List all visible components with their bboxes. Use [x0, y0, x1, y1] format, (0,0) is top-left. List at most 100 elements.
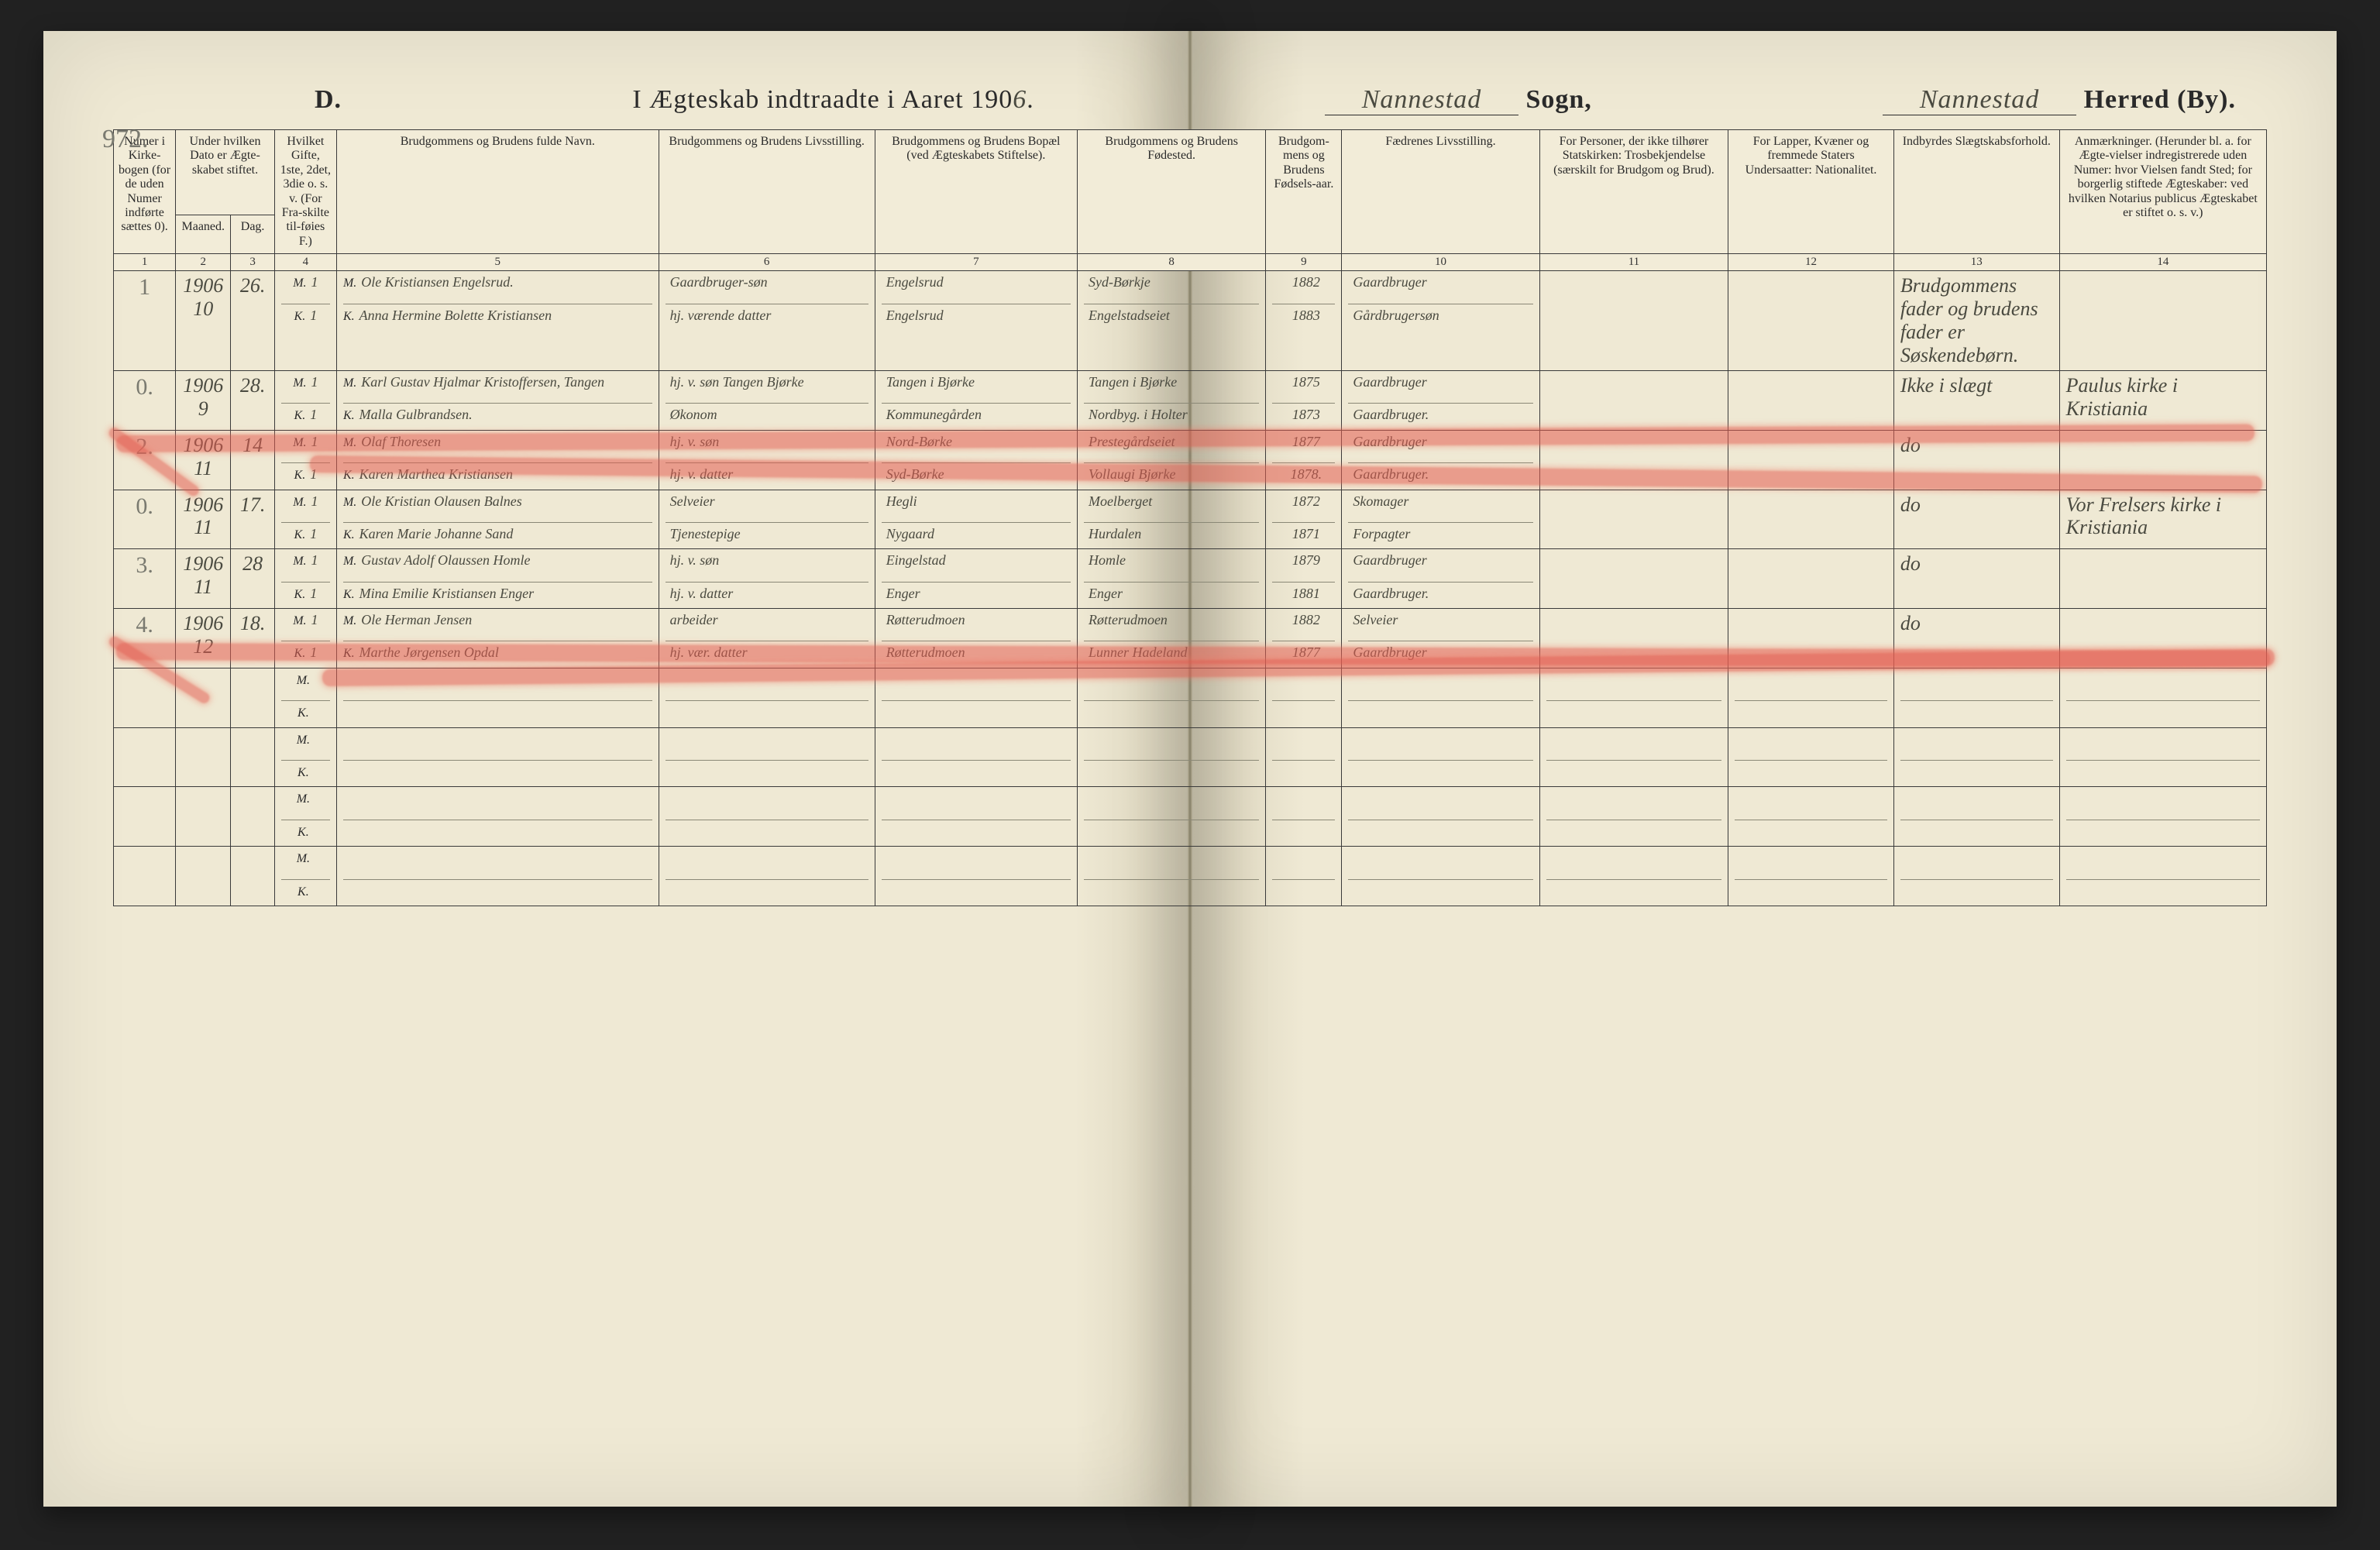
month: 12	[193, 635, 213, 658]
entry-line	[1900, 790, 2053, 820]
table-head: Numer i Kirke-bogen (for de uden Numer i…	[114, 130, 2267, 271]
col-empty	[1077, 787, 1265, 847]
col-fodeaar: 18721871	[1266, 490, 1342, 549]
entry-line	[1735, 883, 1887, 899]
col-empty	[2059, 847, 2266, 906]
col-day	[231, 847, 274, 906]
col-livsstilling: hj. v. sønhj. v. datter	[659, 430, 875, 490]
entry-line: M.	[281, 790, 330, 820]
entry-line: K.Mina Emilie Kristiansen Enger	[343, 586, 652, 602]
mk-tag: M.	[343, 496, 356, 509]
entry-line: Gaardbruger.	[1348, 466, 1532, 483]
entry-line: K.1	[281, 466, 330, 483]
entry-line: Hegli	[882, 493, 1071, 523]
col-gifte: M.1K.1	[274, 490, 336, 549]
heading-year-digit: 6	[1013, 85, 1027, 114]
col-faedre: GaardbrugerGaardbruger.	[1342, 430, 1539, 490]
col-fodested: Syd-BørkjeEngelstadseiet	[1077, 271, 1265, 371]
col-slagt: do	[1893, 549, 2059, 609]
entry-line: Moelberget	[1084, 493, 1259, 523]
col-7-header: Brudgommens og Brudens Fødested.	[1077, 130, 1265, 254]
entry-line	[343, 764, 652, 780]
col-entry-no	[114, 668, 176, 727]
entry-line: Tangen i Bjørke	[882, 374, 1071, 404]
mk-tag: K.	[294, 409, 306, 422]
col-empty	[875, 668, 1077, 727]
col-empty	[1539, 727, 1728, 787]
col-3-header: Hvilket Gifte, 1ste, 2det, 3die o. s. v.…	[274, 130, 336, 254]
entry-line	[1348, 823, 1532, 840]
col-year-month: 190611	[176, 549, 231, 609]
entry-line	[2066, 883, 2260, 899]
entry-line: Gaardbruger.	[1348, 407, 1532, 423]
table-row: 3.19061128M.1K.1M.Gustav Adolf Olaussen …	[114, 549, 2267, 609]
col-day: 28.	[231, 370, 274, 430]
entry-line: Gaardbruger-søn	[666, 274, 868, 304]
col-empty	[875, 847, 1077, 906]
col-nationalitet	[1728, 430, 1894, 490]
col-empty	[1728, 727, 1894, 787]
entry-line: Tjenestepige	[666, 526, 868, 542]
entry-line: hj. vær. datter	[666, 644, 868, 661]
entry-line: Nordbyg. i Holter	[1084, 407, 1259, 423]
col-bopael: EingelstadEnger	[875, 549, 1077, 609]
entry-line	[1348, 883, 1532, 899]
entry-line: 1882	[1272, 274, 1335, 304]
header-row: Numer i Kirke-bogen (for de uden Numer i…	[114, 130, 2267, 215]
col-name: M.Olaf ThoresenK.Karen Marthea Kristians…	[336, 430, 659, 490]
year: 1906	[183, 274, 223, 297]
col-gifte: M.K.	[274, 727, 336, 787]
entry-line	[1735, 672, 1887, 701]
entry-line	[1735, 790, 1887, 820]
col-fodested: MoelbergetHurdalen	[1077, 490, 1265, 549]
col-year-month	[176, 727, 231, 787]
mk-tag: M.	[297, 852, 310, 865]
col-empty	[2059, 787, 2266, 847]
book-spread: D. I Ægteskab indtraadte i Aaret 1906. N…	[43, 31, 2337, 1507]
entry-line	[666, 883, 868, 899]
entry-line: 1873	[1272, 407, 1335, 423]
entry-line	[1084, 850, 1259, 879]
col-fodested: PrestegårdseietVollaugi Bjørke	[1077, 430, 1265, 490]
year: 1906	[183, 493, 223, 516]
entry-line: 1883	[1272, 308, 1335, 324]
colnum: 4	[274, 254, 336, 271]
col-anm: Vor Frelsers kirke i Kristiania	[2059, 490, 2266, 549]
col-gifte: M.1K.1	[274, 271, 336, 371]
entry-line	[343, 790, 652, 820]
table-row: 0.19061117.M.1K.1M.Ole Kristian Olausen …	[114, 490, 2267, 549]
entry-line: Skomager	[1348, 493, 1532, 523]
col-empty	[1077, 727, 1265, 787]
entry-line	[666, 790, 868, 820]
col-empty	[336, 787, 659, 847]
entry-line: 1882	[1272, 612, 1335, 641]
entry-line	[1900, 764, 2053, 780]
table-body: 119061026.M.1K.1M.Ole Kristiansen Engels…	[114, 271, 2267, 906]
col-year-month: 190611	[176, 490, 231, 549]
col-name: M.Ole Kristiansen Engelsrud.K.Anna Hermi…	[336, 271, 659, 371]
entry-line: M.Ole Kristiansen Engelsrud.	[343, 274, 652, 304]
entry-line	[1348, 850, 1532, 879]
mk-tag: K.	[294, 469, 306, 482]
mk-tag: M.	[293, 436, 306, 449]
col-empty	[659, 727, 875, 787]
entry-line: Røtterudmoen	[1084, 612, 1259, 641]
col-name: M.Gustav Adolf Olaussen HomleK.Mina Emil…	[336, 549, 659, 609]
col-5-header: Brudgommens og Brudens Livsstilling.	[659, 130, 875, 254]
entry-line	[343, 823, 652, 840]
mk-tag: M.	[293, 555, 306, 568]
colnum: 9	[1266, 254, 1342, 271]
entry-line	[1348, 731, 1532, 761]
entry-line	[343, 704, 652, 720]
col-empty	[2059, 668, 2266, 727]
entry-line: arbeider	[666, 612, 868, 641]
entry-line: Syd-Børkje	[1084, 274, 1259, 304]
entry-line: M.1	[281, 552, 330, 582]
entry-line: M.Ole Herman Jensen	[343, 612, 652, 641]
col-trosbek	[1539, 609, 1728, 668]
entry-line	[343, 850, 652, 879]
col-gifte: M.1K.1	[274, 430, 336, 490]
entry-line	[666, 704, 868, 720]
mk-tag: M.	[293, 277, 306, 290]
herred-field: Nannestad Herred (By).	[1883, 85, 2236, 115]
